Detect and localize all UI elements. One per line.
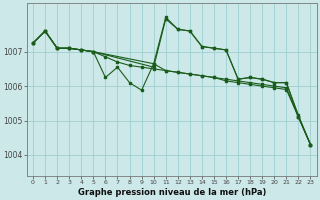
X-axis label: Graphe pression niveau de la mer (hPa): Graphe pression niveau de la mer (hPa) [77, 188, 266, 197]
